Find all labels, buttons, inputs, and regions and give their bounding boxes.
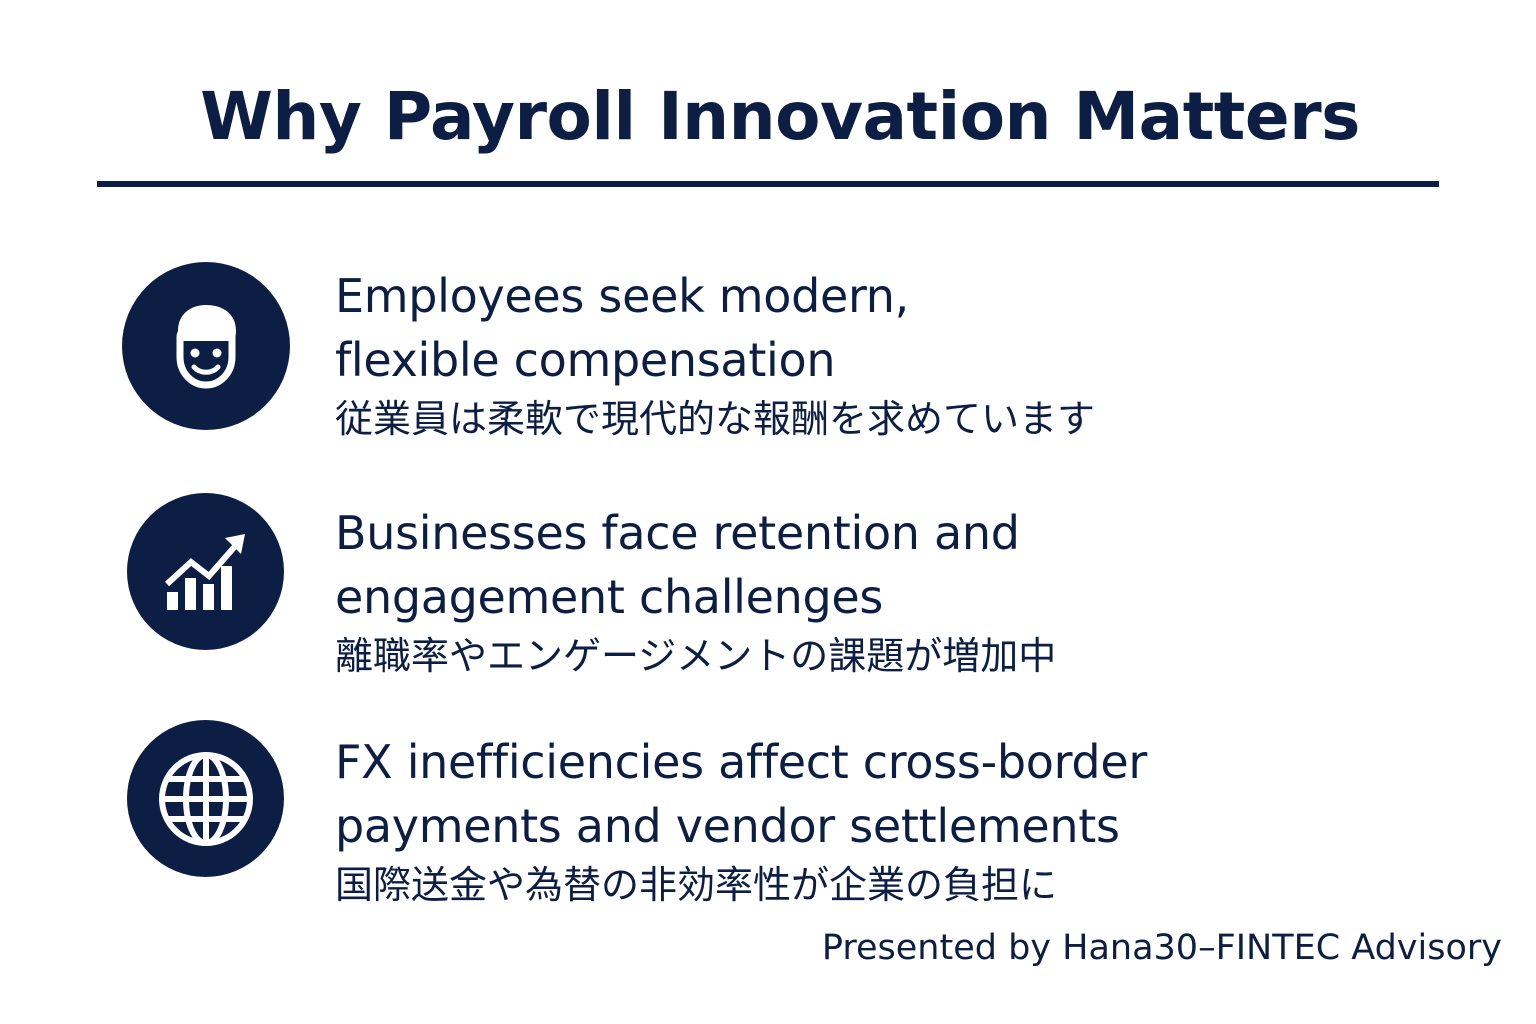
title-divider <box>97 181 1439 187</box>
slide-title: Why Payroll Innovation Matters <box>200 78 1360 155</box>
item-text-ja: 離職率やエンゲージメントの課題が増加中 <box>335 634 1057 678</box>
item-text: FX inefficiencies affect cross-border pa… <box>335 730 1435 910</box>
item-text: Businesses face retention and engagement… <box>335 501 1435 681</box>
icon-circle <box>122 262 290 430</box>
icon-circle <box>127 720 284 877</box>
person-face-icon <box>176 305 236 389</box>
item-text-ja: 国際送金や為替の非効率性が企業の負担に <box>335 863 1058 907</box>
item-text: Employees seek modern, flexible compensa… <box>335 264 1435 444</box>
item-text-en: FX inefficiencies affect cross-border pa… <box>335 735 1147 853</box>
item-text-en: Employees seek modern, flexible compensa… <box>335 269 909 387</box>
icon-circle <box>127 493 284 650</box>
presenter-credit: Presented by Hana30–FINTEC Advisory <box>821 928 1502 968</box>
item-text-ja: 従業員は柔軟で現代的な報酬を求めています <box>335 397 1096 441</box>
globe-icon <box>158 751 253 846</box>
item-text-en: Businesses face retention and engagement… <box>335 506 1020 624</box>
growth-chart-icon <box>164 533 245 610</box>
